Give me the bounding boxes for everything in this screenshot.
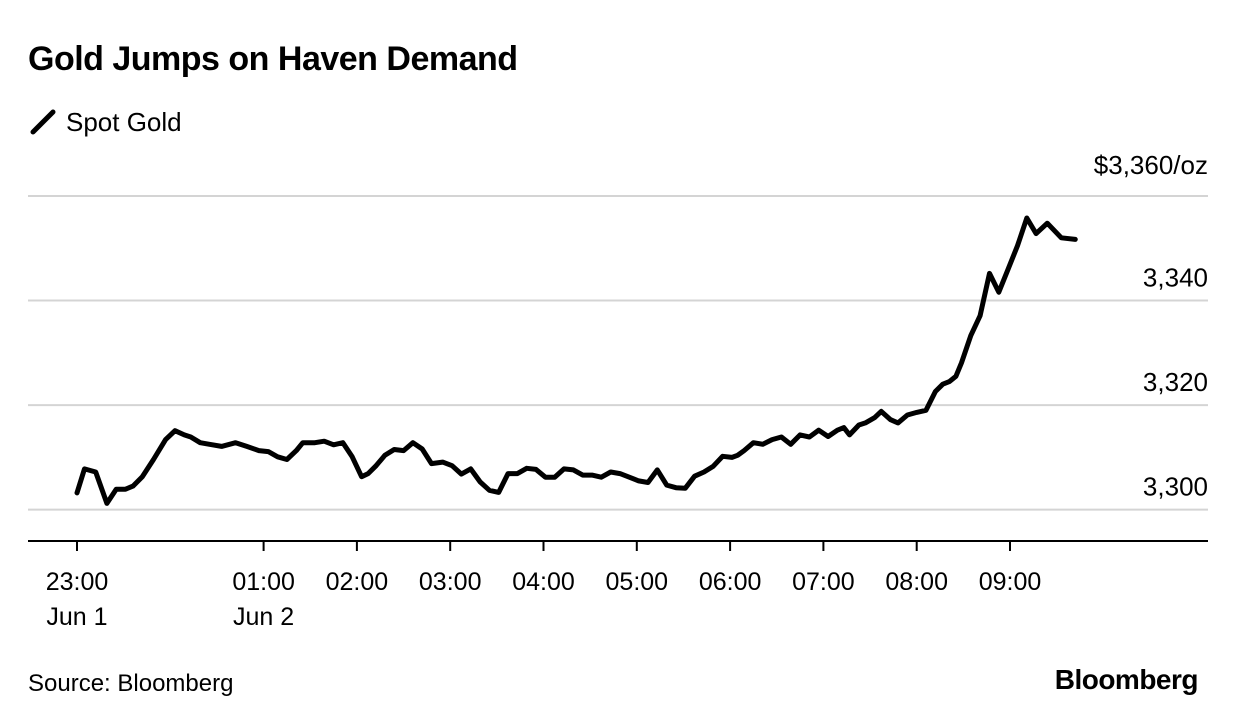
x-tick-label: 09:00 bbox=[979, 568, 1042, 596]
y-tick-label: 3,300 bbox=[1143, 472, 1208, 502]
x-tick-label: 03:00 bbox=[419, 568, 482, 596]
source-note: Source: Bloomberg bbox=[28, 670, 234, 697]
legend: Spot Gold bbox=[28, 104, 182, 140]
legend-label: Spot Gold bbox=[66, 106, 182, 137]
x-tick-label: 01:00 bbox=[232, 568, 295, 596]
x-tick-label: 23:00 bbox=[46, 568, 109, 596]
x-tick-label: 08:00 bbox=[885, 568, 948, 596]
y-tick-label: 3,340 bbox=[1143, 263, 1208, 293]
x-tick-label: 05:00 bbox=[606, 568, 669, 596]
x-tick-sublabel: Jun 2 bbox=[233, 603, 294, 631]
x-tick-label: 06:00 bbox=[699, 568, 762, 596]
series-line-spot-gold bbox=[74, 215, 1078, 506]
y-tick-label: 3,320 bbox=[1143, 367, 1208, 397]
chart-title: Gold Jumps on Haven Demand bbox=[28, 40, 518, 78]
x-tick-label: 04:00 bbox=[512, 568, 575, 596]
legend-line-icon bbox=[30, 109, 56, 135]
x-tick-label: 07:00 bbox=[792, 568, 855, 596]
y-axis-unit-label: $3,360/oz bbox=[1093, 150, 1208, 180]
bloomberg-logo: Bloomberg bbox=[1054, 664, 1199, 695]
x-tick-sublabel: Jun 1 bbox=[46, 603, 107, 631]
x-tick-label: 02:00 bbox=[326, 568, 389, 596]
